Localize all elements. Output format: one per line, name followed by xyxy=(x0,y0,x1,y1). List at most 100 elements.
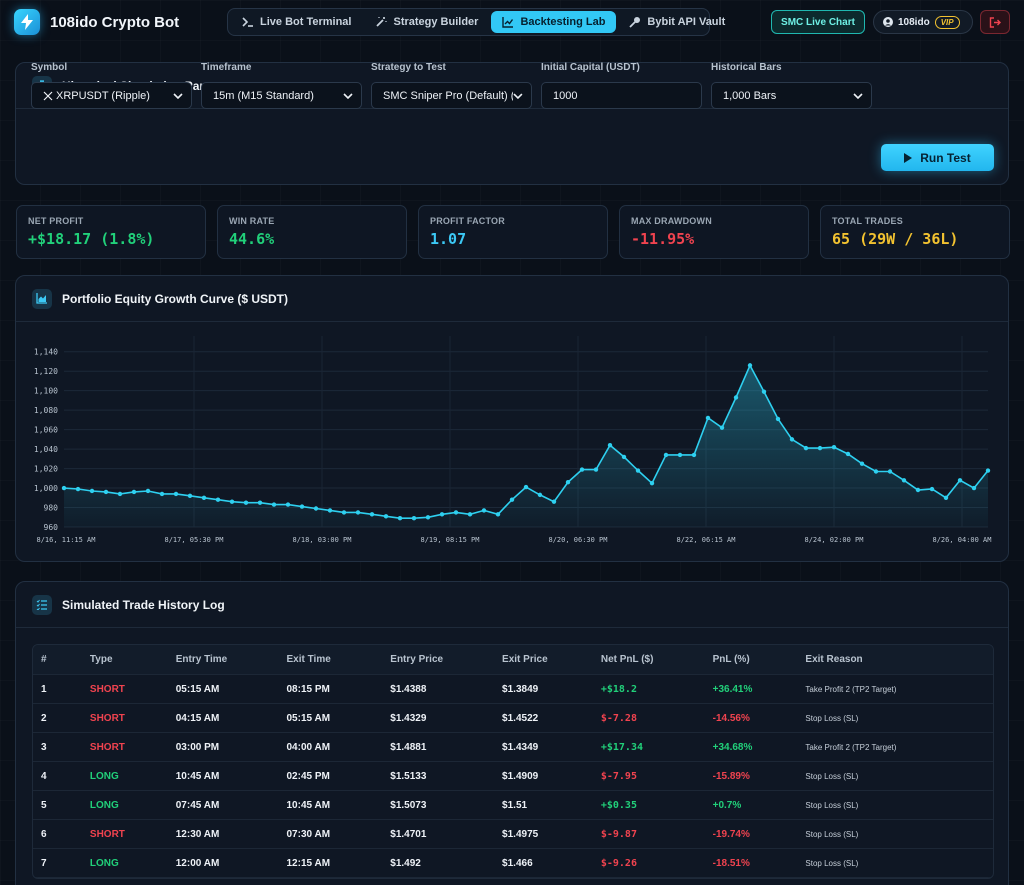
cell-exit-reason: Stop Loss (SL) xyxy=(805,713,859,723)
symbol-select-content: XRPUSDT (Ripple) xyxy=(43,90,150,102)
panel-header: Portfolio Equity Growth Curve ($ USDT) xyxy=(16,276,1008,322)
equity-point xyxy=(593,467,599,472)
stat-profit-factor: PROFIT FACTOR 1.07 xyxy=(418,205,608,259)
col-exit-time: Exit Time xyxy=(286,654,331,665)
chart-line-icon xyxy=(502,16,514,28)
tab-label: Backtesting Lab xyxy=(520,16,606,28)
main-tabs: Live Bot Terminal Strategy Builder Backt… xyxy=(227,8,725,36)
x-tick-label: 8/18, 03:00 PM xyxy=(292,536,351,544)
equity-point xyxy=(187,493,193,499)
x-tick-label: 8/22, 06:15 AM xyxy=(676,536,735,544)
cell-number: 4 xyxy=(41,770,47,782)
equity-point xyxy=(887,469,893,474)
table-row: 5 LONG 07:45 AM 10:45 AM $1.5073 $1.51 +… xyxy=(33,791,993,820)
lightning-bolt-icon xyxy=(14,9,40,35)
equity-point xyxy=(467,512,473,517)
equity-point xyxy=(341,510,347,515)
cell-entry-time: 12:30 AM xyxy=(175,828,220,840)
historical-bars-select[interactable]: 1,000 Bars xyxy=(711,82,872,109)
x-tick-label: 8/26, 04:00 AM xyxy=(932,536,991,544)
cell-type: SHORT xyxy=(89,828,125,840)
equity-point xyxy=(159,491,165,497)
strategy-value: SMC Sniper Pro (Default) ( xyxy=(383,89,514,102)
logout-icon xyxy=(989,16,1001,28)
chevron-down-icon xyxy=(513,92,523,99)
equity-point xyxy=(943,495,949,500)
x-tick-label: 8/16, 11:15 AM xyxy=(36,536,95,544)
cell-exit-time: 04:00 AM xyxy=(286,741,331,753)
cell-exit-time: 12:15 AM xyxy=(286,857,331,869)
panel-title: Portfolio Equity Growth Curve ($ USDT) xyxy=(62,291,289,306)
tab-bybit-api-vault[interactable]: Bybit API Vault xyxy=(618,11,736,33)
col-number: # xyxy=(41,654,47,665)
table-row: 7 LONG 12:00 AM 12:15 AM $1.492 $1.466 $… xyxy=(33,849,993,878)
equity-point xyxy=(411,516,417,521)
cell-pnl-pct: -14.56% xyxy=(712,712,750,724)
stat-label: MAX DRAWDOWN xyxy=(631,216,712,226)
cell-pnl-pct: -18.51% xyxy=(712,857,750,869)
stat-label: WIN RATE xyxy=(229,216,275,226)
stat-max-drawdown: MAX DRAWDOWN -11.95% xyxy=(619,205,809,259)
logout-button[interactable] xyxy=(980,10,1010,34)
stat-total-trades: TOTAL TRADES 65 (29W / 36L) xyxy=(820,205,1010,259)
cell-exit-price: $1.466 xyxy=(502,857,533,869)
equity-point xyxy=(439,512,445,517)
col-type: Type xyxy=(89,654,113,665)
smc-live-chart-button[interactable]: SMC Live Chart xyxy=(771,10,865,34)
equity-point xyxy=(803,445,809,451)
user-menu[interactable]: 108ido VIP xyxy=(873,10,973,34)
equity-point xyxy=(663,452,669,458)
tab-live-bot-terminal[interactable]: Live Bot Terminal xyxy=(231,11,362,33)
cell-pnl-pct: +0.7% xyxy=(712,799,742,811)
run-test-label: Run Test xyxy=(920,150,971,165)
cell-type: SHORT xyxy=(89,741,125,753)
capital-label: Initial Capital (USDT) xyxy=(541,62,640,73)
cell-type: LONG xyxy=(89,799,119,811)
timeframe-select[interactable]: 15m (M15 Standard) xyxy=(201,82,362,109)
stat-value: -11.95% xyxy=(631,230,695,248)
table-row: 3 SHORT 03:00 PM 04:00 AM $1.4881 $1.434… xyxy=(33,733,993,762)
symbol-field: Symbol XRPUSDT (Ripple) xyxy=(31,62,192,109)
symbol-select[interactable]: XRPUSDT (Ripple) xyxy=(31,82,192,109)
tab-label: Bybit API Vault xyxy=(647,16,726,28)
strategy-select[interactable]: SMC Sniper Pro (Default) ( xyxy=(371,82,532,109)
cell-net-pnl: +$0.35 xyxy=(600,799,637,811)
equity-point xyxy=(173,491,179,497)
initial-capital-input[interactable]: 1000 xyxy=(541,82,702,109)
equity-point xyxy=(271,502,277,507)
username: 108ido xyxy=(898,16,930,28)
y-tick-label: 1,040 xyxy=(34,445,58,454)
tab-strategy-builder[interactable]: Strategy Builder xyxy=(364,11,489,33)
run-test-button[interactable]: Run Test xyxy=(881,144,994,171)
brand[interactable]: 108ido Crypto Bot xyxy=(14,9,179,35)
cell-exit-time: 05:15 AM xyxy=(286,712,331,724)
symbol-value: XRPUSDT (Ripple) xyxy=(56,89,150,102)
equity-point xyxy=(495,512,501,517)
cell-entry-price: $1.4388 xyxy=(390,683,427,695)
equity-point xyxy=(551,499,557,504)
equity-point xyxy=(313,506,319,511)
equity-point xyxy=(481,508,487,513)
equity-area xyxy=(64,365,988,527)
col-entry-price: Entry Price xyxy=(390,654,444,665)
tab-backtesting-lab[interactable]: Backtesting Lab xyxy=(491,11,617,33)
timeframe-label: Timeframe xyxy=(201,62,252,73)
equity-point xyxy=(523,484,529,490)
table-row: 1 SHORT 05:15 AM 08:15 PM $1.4388 $1.384… xyxy=(33,675,993,704)
y-tick-label: 1,100 xyxy=(34,387,58,396)
equity-point xyxy=(509,497,515,502)
cell-entry-price: $1.492 xyxy=(390,857,421,869)
col-entry-time: Entry Time xyxy=(175,654,228,665)
trade-history-panel: Simulated Trade History Log # Type Entry… xyxy=(15,581,1009,885)
stat-label: NET PROFIT xyxy=(28,216,84,226)
y-tick-label: 1,120 xyxy=(34,367,58,376)
equity-point xyxy=(201,495,207,500)
equity-point xyxy=(131,489,137,495)
equity-point xyxy=(691,452,697,458)
equity-point xyxy=(901,478,907,483)
stat-net-profit: NET PROFIT +$18.17 (1.8%) xyxy=(16,205,206,259)
table-row: 6 SHORT 12:30 AM 07:30 AM $1.4701 $1.497… xyxy=(33,820,993,849)
cell-exit-reason: Stop Loss (SL) xyxy=(805,829,859,839)
equity-point xyxy=(61,485,67,491)
y-tick-label: 1,020 xyxy=(34,465,58,474)
